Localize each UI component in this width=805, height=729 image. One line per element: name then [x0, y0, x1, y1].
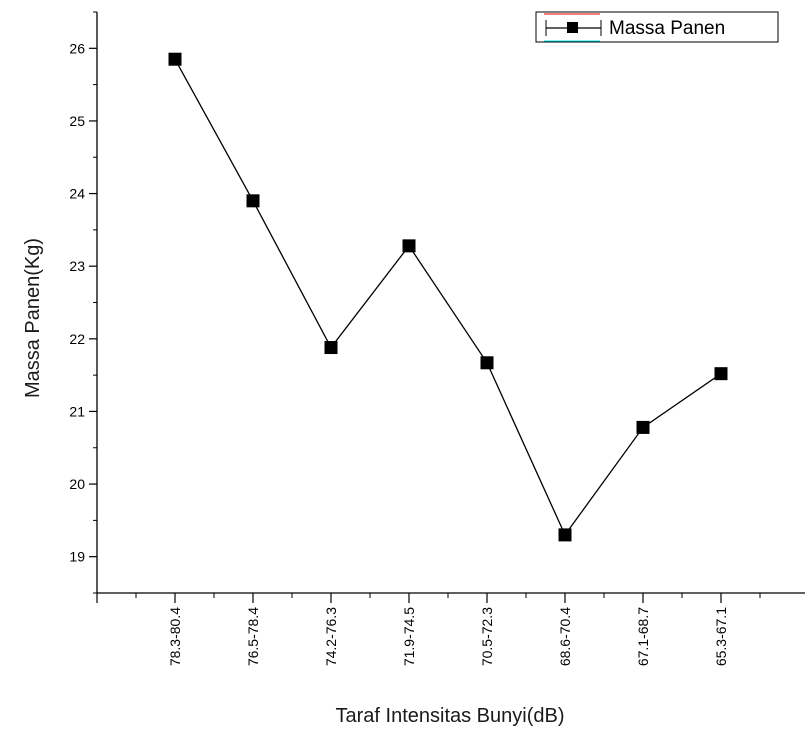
y-tick-label: 21 [69, 403, 85, 419]
axes [96, 12, 805, 594]
x-ticks: 78.3-80.4 76.5-78.4 74.2-76.3 71.9-74.5 70.5… [96, 593, 761, 666]
x-axis-title: Taraf Intensitas Bunyi(dB) [336, 705, 565, 727]
data-point [714, 367, 728, 381]
data-point [324, 341, 338, 355]
y-tick-label: 19 [69, 549, 85, 565]
x-tick-label: 67.1-68.7 [635, 607, 651, 666]
y-tick-label: 20 [69, 476, 85, 492]
data-point [558, 528, 572, 542]
series-line [174, 58, 722, 537]
data-point [402, 239, 416, 253]
y-tick-label: 24 [69, 186, 85, 202]
x-tick-label: 76.5-78.4 [245, 607, 261, 666]
x-tick-label: 71.9-74.5 [401, 607, 417, 666]
legend: Massa Panen [535, 11, 779, 43]
x-tick-label: 68.6-70.4 [557, 607, 573, 666]
legend-swatch-marker [567, 22, 578, 33]
y-tick-label: 22 [69, 331, 85, 347]
x-tick-label: 78.3-80.4 [167, 607, 183, 666]
series [168, 52, 728, 542]
y-axis-title: Massa Panen(Kg) [22, 238, 44, 398]
y-ticks: 19 20 21 22 23 24 25 26 [69, 11, 97, 594]
x-tick-label: 65.3-67.1 [713, 607, 729, 666]
data-point [168, 52, 182, 66]
y-tick-label: 25 [69, 113, 85, 129]
data-point [636, 420, 650, 434]
x-tick-label: 74.2-76.3 [323, 607, 339, 666]
data-point [246, 194, 260, 208]
y-tick-label: 23 [69, 258, 85, 274]
x-tick-label: 70.5-72.3 [479, 607, 495, 666]
legend-label: Massa Panen [609, 18, 725, 39]
y-tick-label: 26 [69, 40, 85, 56]
data-point [480, 356, 494, 370]
